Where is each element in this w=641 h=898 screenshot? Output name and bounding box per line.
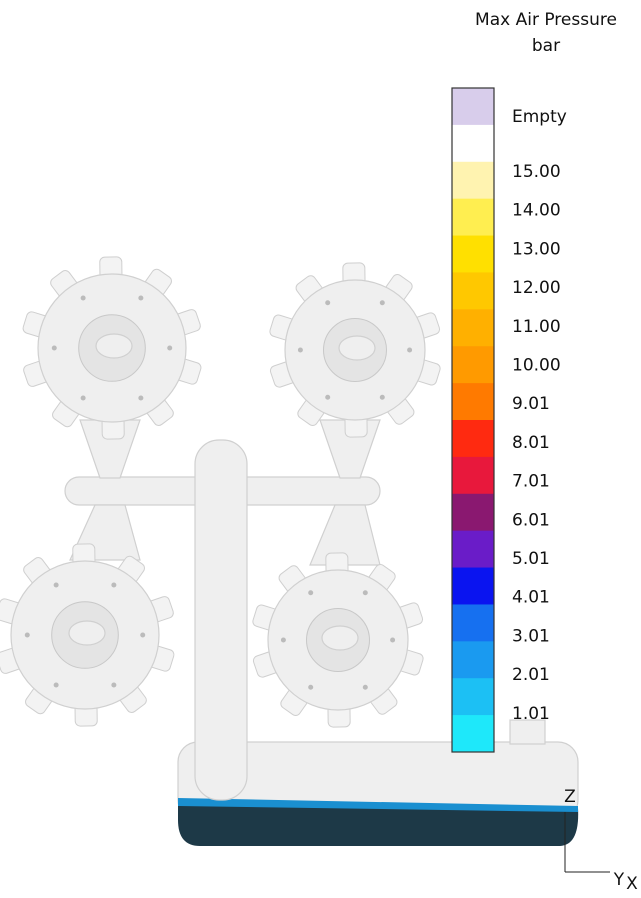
color-band	[452, 272, 494, 309]
legend-unit: bar	[532, 36, 560, 56]
legend-label: 6.01	[512, 510, 550, 530]
legend-label: 12.00	[512, 278, 561, 298]
gear-hole	[363, 685, 368, 690]
gear-hole	[363, 590, 368, 595]
z-label: Z	[564, 787, 576, 807]
legend-label: 1.01	[512, 704, 550, 724]
gear-hole	[308, 685, 313, 690]
gear-hole	[390, 638, 395, 643]
gear-hole	[81, 395, 86, 400]
color-band	[452, 236, 494, 273]
legend-label: 2.01	[512, 665, 550, 685]
gear-hole	[138, 395, 143, 400]
gear-hole	[81, 296, 86, 301]
color-band	[452, 494, 494, 531]
legend-label: 15.00	[512, 162, 561, 182]
axis-triad: Z Y X	[564, 787, 638, 894]
y-label: Y	[613, 870, 625, 890]
legend-title: Max Air Pressure	[475, 10, 617, 30]
legend-label: 11.00	[512, 317, 561, 337]
color-band	[452, 641, 494, 678]
legend-label: 8.01	[512, 433, 550, 453]
color-bar	[452, 88, 494, 753]
gear-hole	[140, 633, 145, 638]
gear-boss	[339, 336, 375, 360]
x-label: X	[626, 874, 638, 894]
color-band	[452, 457, 494, 494]
legend-label: 13.00	[512, 239, 561, 259]
legend-label: 14.00	[512, 201, 561, 221]
legend-label: 7.01	[512, 472, 550, 492]
gear-hole	[325, 395, 330, 400]
gear-boss	[69, 621, 105, 645]
gear-hole	[52, 346, 57, 351]
color-band	[452, 309, 494, 346]
color-band	[452, 125, 494, 162]
gear-hole	[298, 348, 303, 353]
gear-boss	[322, 626, 358, 650]
legend-label: 4.01	[512, 588, 550, 608]
legend-label: Empty	[512, 107, 567, 127]
color-band	[452, 715, 494, 752]
legend: Max Air Pressure bar Empty 15.00 14.00 13.0…	[452, 10, 617, 753]
color-band	[452, 604, 494, 641]
gear-hole	[54, 682, 59, 687]
color-band	[452, 88, 494, 125]
gear-hole	[54, 583, 59, 588]
gear-boss	[96, 334, 132, 358]
gear-hole	[281, 638, 286, 643]
gear-hole	[167, 346, 172, 351]
color-band	[452, 346, 494, 383]
gear-hole	[325, 300, 330, 305]
gear-hole	[111, 583, 116, 588]
runner-vertical	[195, 440, 247, 800]
gear-hole	[380, 395, 385, 400]
legend-label: 5.01	[512, 549, 550, 569]
gear-hole	[25, 633, 30, 638]
screenshot: Max Air Pressure bar Empty 15.00 14.00 13.0…	[0, 0, 641, 898]
gear-hole	[407, 348, 412, 353]
legend-label: 9.01	[512, 394, 550, 414]
color-band	[452, 199, 494, 236]
legend-label: 10.00	[512, 356, 561, 376]
color-band	[452, 568, 494, 605]
color-band	[452, 162, 494, 199]
gear-hole	[138, 296, 143, 301]
color-band	[452, 678, 494, 715]
gear-hole	[111, 682, 116, 687]
gear-hole	[380, 300, 385, 305]
color-band	[452, 531, 494, 568]
color-band	[452, 383, 494, 420]
legend-labels: Empty 15.00 14.00 13.00 12.00 11.00 10.00 9.01 8…	[512, 107, 567, 724]
color-band	[452, 420, 494, 457]
legend-label: 3.01	[512, 626, 550, 646]
gear-hole	[308, 590, 313, 595]
